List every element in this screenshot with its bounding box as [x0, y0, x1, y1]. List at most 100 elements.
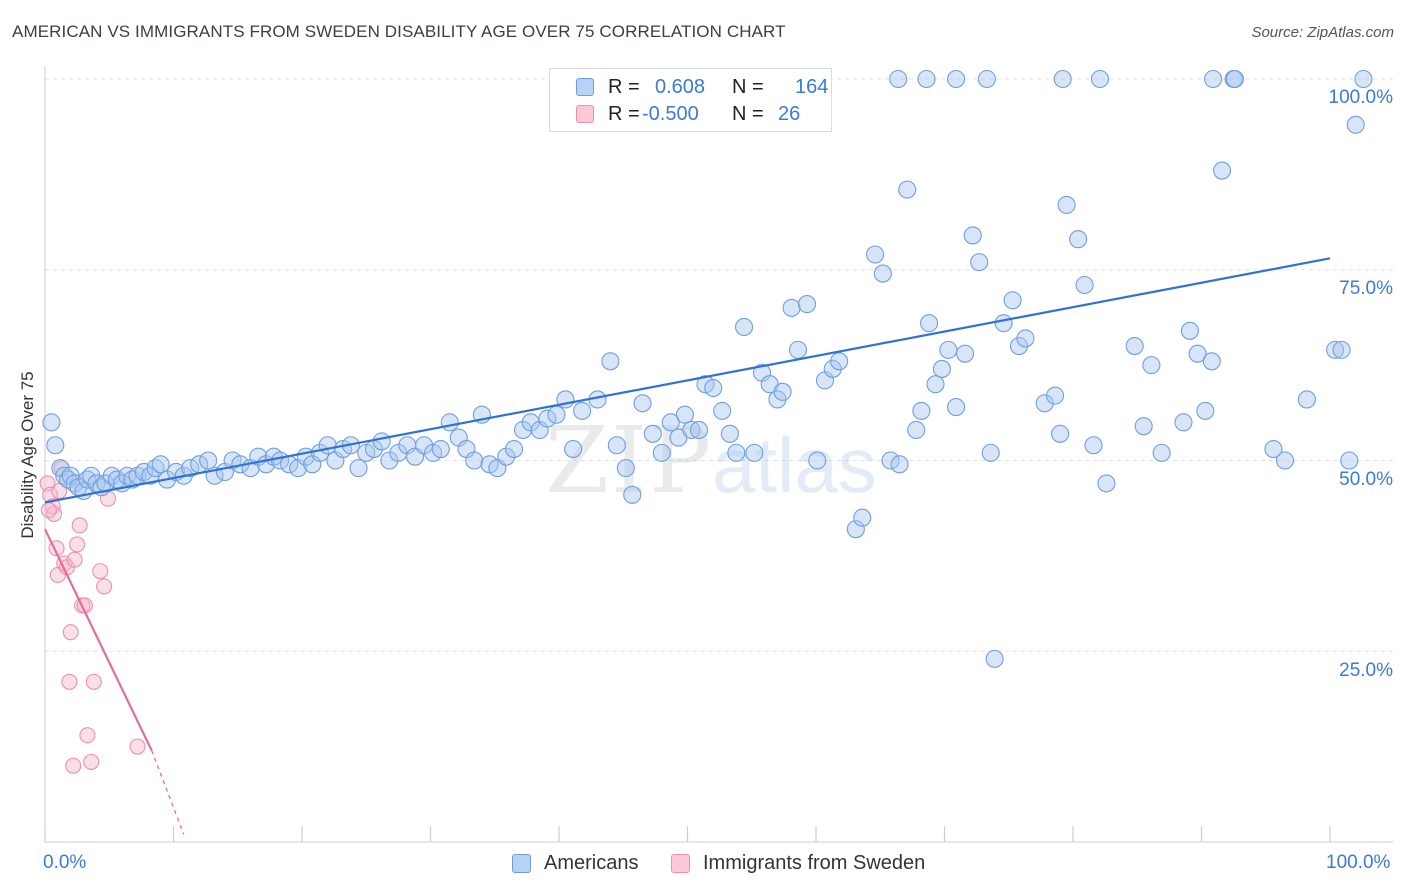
r-label: R = [608, 103, 640, 125]
americans-point [985, 649, 1004, 668]
y-tick-label: 75.0% [1339, 278, 1393, 299]
americans-point [917, 69, 936, 89]
americans-point [1346, 115, 1365, 134]
x-tick-label: 0.0% [43, 852, 87, 873]
americans-point [607, 436, 626, 455]
sweden-point [66, 551, 83, 568]
americans-point [1084, 436, 1103, 455]
americans-point [846, 520, 865, 539]
sweden-point [129, 738, 146, 755]
americans-point [199, 451, 218, 470]
americans-point [1202, 352, 1221, 371]
americans-point [963, 226, 982, 245]
sweden-trend-extension [151, 750, 185, 835]
americans-point [431, 440, 450, 459]
americans-point [1225, 69, 1244, 89]
legend-row-americans: R = 0.608 N = 164 [550, 74, 831, 102]
americans-point [616, 459, 635, 478]
americans-point [977, 69, 996, 89]
americans-point [926, 375, 945, 394]
americans-point [661, 413, 680, 432]
americans-point [1275, 451, 1295, 470]
gridlines [45, 78, 1393, 652]
n-value: 164 [795, 76, 829, 98]
americans-point [1142, 356, 1161, 375]
americans-point [797, 295, 817, 314]
americans-point [1090, 69, 1110, 89]
americans-point [372, 432, 391, 451]
americans-point [465, 451, 484, 470]
americans-point [643, 424, 662, 443]
americans-point [947, 398, 966, 417]
sweden-legend-swatch [671, 854, 690, 873]
americans-point [1188, 344, 1207, 363]
americans-point [1053, 69, 1072, 89]
sweden-point [69, 536, 86, 553]
legend-item-sweden[interactable]: Immigrants from Sweden [671, 851, 941, 877]
americans-point [1134, 417, 1153, 436]
americans-point [504, 440, 524, 459]
americans-point [830, 352, 849, 371]
americans-point [181, 459, 200, 478]
americans-swatch [576, 78, 594, 96]
americans-point [564, 440, 583, 459]
americans-point [1326, 340, 1345, 359]
americans-point [547, 405, 566, 424]
americans-point [745, 443, 764, 462]
americans-point [1297, 390, 1316, 409]
americans-point [690, 420, 709, 440]
americans-point [939, 340, 958, 359]
sweden-point [61, 673, 78, 690]
americans-point [46, 436, 65, 455]
americans-point [318, 436, 337, 455]
americans-point [1097, 474, 1116, 493]
watermark-atlas: atlas [712, 421, 877, 509]
sweden-point [83, 753, 100, 770]
americans-point [808, 451, 827, 470]
sweden-swatch [576, 105, 594, 123]
americans-point [601, 352, 620, 371]
americans-trend-line [44, 257, 1331, 504]
americans-point [623, 485, 642, 504]
source-credit: Source: ZipAtlas.com [1251, 24, 1394, 41]
americans-point [907, 420, 926, 440]
y-tick-label: 50.0% [1339, 469, 1393, 490]
sweden-point [96, 578, 113, 595]
r-value: -0.500 [642, 103, 699, 125]
americans-point [1009, 336, 1029, 356]
americans-point [881, 451, 900, 470]
sweden-point [79, 727, 96, 744]
americans-point [1152, 443, 1171, 462]
axes [44, 66, 1393, 843]
legend-item-americans[interactable]: Americans [512, 851, 662, 877]
americans-point [1332, 340, 1351, 359]
watermark-zip: ZIP [545, 407, 713, 514]
americans-point [652, 443, 671, 462]
americans-point [151, 455, 170, 474]
sweden-legend-label: Immigrants from Sweden [703, 852, 926, 874]
americans-point [1354, 69, 1373, 89]
americans-point [720, 424, 739, 443]
americans-point [1213, 161, 1232, 180]
americans-point [1125, 336, 1144, 356]
sweden-point [71, 517, 88, 534]
americans-point [1196, 401, 1215, 420]
americans-point [1340, 451, 1359, 470]
sweden-point [51, 482, 68, 500]
americans-point [440, 413, 459, 432]
americans-point [853, 508, 872, 527]
americans-point [932, 359, 951, 378]
americans-point [1003, 291, 1022, 310]
x-tick-label: 100.0% [1326, 852, 1391, 873]
americans-point [704, 378, 723, 398]
americans-point [773, 382, 792, 401]
americans-point [866, 245, 885, 264]
r-value: 0.608 [655, 76, 706, 98]
americans-point [788, 340, 808, 359]
n-label: N = [732, 76, 764, 98]
trend-lines [44, 257, 1331, 835]
americans-point [782, 298, 801, 317]
americans-point [1075, 275, 1094, 295]
americans-point [912, 401, 931, 420]
